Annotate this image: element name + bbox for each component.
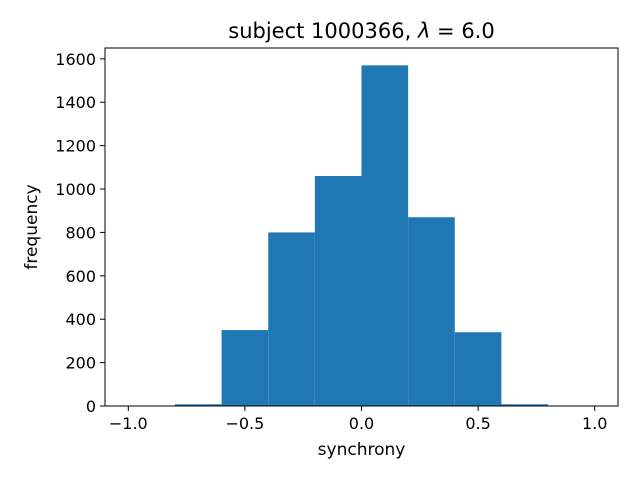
x-axis-ticks: −1.0 −0.5 0.0 0.5 1.0 (109, 406, 607, 433)
x-tick-label: 1.0 (582, 414, 607, 433)
x-tick-label: 0.0 (349, 414, 374, 433)
histogram-bar (314, 176, 362, 406)
plot-frame (104, 47, 619, 407)
y-axis-ticks: 0 200 400 600 800 1000 1200 1400 1600 (55, 50, 105, 416)
chart-title-prefix: subject 1000366, (228, 19, 418, 43)
y-tick-label: 400 (65, 310, 96, 329)
histogram-bar (174, 404, 222, 406)
x-axis-label: synchrony (318, 440, 406, 460)
x-tick-label: 0.5 (465, 414, 490, 433)
y-tick-label: 1400 (55, 93, 96, 112)
y-tick-label: 800 (65, 223, 96, 242)
histogram-bar (408, 217, 455, 406)
y-axis-label: frequency (22, 184, 42, 269)
x-tick-label: −0.5 (225, 414, 264, 433)
y-tick-label: 1000 (55, 180, 96, 199)
y-tick-label: 1200 (55, 137, 96, 156)
histogram-bar (268, 232, 315, 406)
histogram-bar (501, 404, 549, 406)
chart-title-suffix: = 6.0 (430, 19, 494, 43)
chart-title-lambda: λ (417, 19, 430, 43)
y-tick-label: 1600 (55, 50, 96, 69)
histogram-bars (174, 65, 549, 406)
y-tick-label: 0 (86, 397, 96, 416)
chart-title: subject 1000366, λ = 6.0 (228, 19, 494, 43)
y-tick-label: 600 (65, 267, 96, 286)
histogram-bar (361, 65, 409, 406)
y-tick-label: 200 (65, 354, 96, 373)
histogram-bar (221, 330, 269, 406)
histogram-bar (454, 332, 502, 406)
x-tick-label: −1.0 (109, 414, 148, 433)
